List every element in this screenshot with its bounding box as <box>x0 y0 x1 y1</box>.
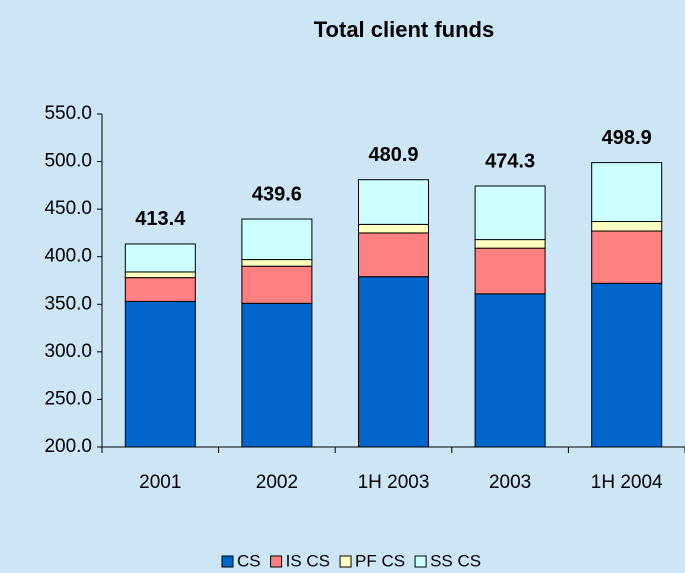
bar-segment <box>241 302 313 448</box>
bar-segment <box>358 223 429 234</box>
total-label: 439.6 <box>252 183 302 205</box>
legend-label: CS <box>237 551 261 570</box>
bar-segment <box>241 259 313 267</box>
y-tick-label: 500.0 <box>44 151 92 172</box>
bar-segment <box>358 232 429 278</box>
bar-segment <box>124 271 196 279</box>
bar-segment <box>591 230 663 284</box>
y-tick-label: 400.0 <box>44 246 92 267</box>
bar-segment <box>358 179 429 225</box>
y-tick-label: 350.0 <box>44 293 92 314</box>
bar-segment <box>358 276 429 448</box>
y-tick-label: 550.0 <box>44 103 92 124</box>
y-tick-label: 200.0 <box>44 436 92 457</box>
total-label: 498.9 <box>602 127 652 149</box>
x-tick-label: 2001 <box>139 472 181 493</box>
legend-swatch <box>221 555 234 568</box>
bar-segment <box>241 265 313 304</box>
total-label: 480.9 <box>368 144 418 166</box>
legend-swatch <box>270 555 283 568</box>
legend-swatch <box>339 555 352 568</box>
bar-segment <box>591 221 663 232</box>
bar-segment <box>474 293 546 448</box>
legend-label: SS CS <box>430 551 481 570</box>
bar-segment <box>591 162 663 223</box>
legend-label: PF CS <box>355 551 405 570</box>
x-tick-label: 2002 <box>256 472 298 493</box>
chart-title: Total client funds <box>314 17 494 42</box>
bar-segment <box>474 239 546 249</box>
y-tick-label: 250.0 <box>44 388 92 409</box>
bar-segment <box>124 300 196 448</box>
legend-swatch <box>414 555 427 568</box>
x-tick-label: 1H 2004 <box>591 472 663 493</box>
total-label: 413.4 <box>135 208 186 230</box>
bar-segment <box>474 185 546 241</box>
bar-segment <box>124 277 196 302</box>
bar-segment <box>124 243 196 273</box>
legend-label: IS CS <box>286 551 330 570</box>
bar-segment <box>474 247 546 295</box>
y-tick-label: 300.0 <box>44 341 92 362</box>
y-tick-label: 450.0 <box>44 198 92 219</box>
bar-segment <box>591 282 663 448</box>
bar-segment <box>241 218 313 261</box>
x-tick-label: 2003 <box>489 472 531 493</box>
x-tick-label: 1H 2003 <box>358 472 430 493</box>
total-label: 474.3 <box>485 150 535 172</box>
